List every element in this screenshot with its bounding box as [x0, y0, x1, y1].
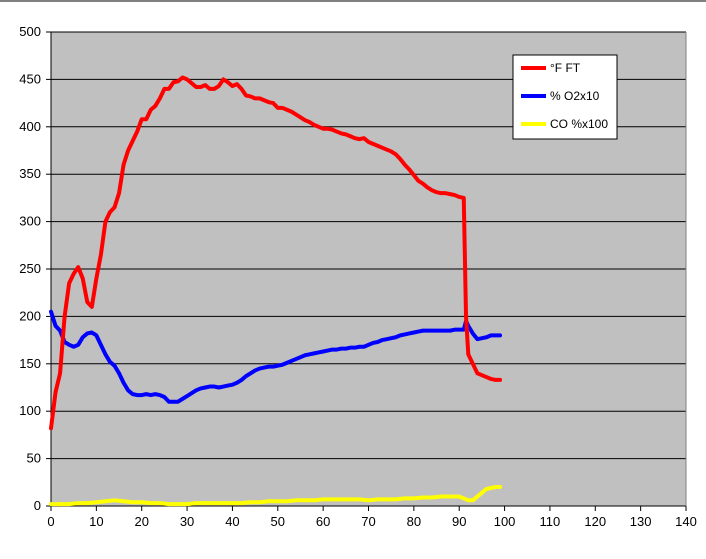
x-tick-label: 110: [540, 514, 561, 529]
x-tick-label: 80: [407, 514, 421, 529]
series-line-3: [49, 485, 503, 507]
x-tick-label: 60: [316, 514, 330, 529]
gridlines: [51, 31, 686, 507]
y-tick-label: 100: [19, 403, 41, 418]
x-tick-label: 140: [675, 514, 697, 529]
y-tick-label: 500: [19, 24, 41, 39]
series-line-1: [49, 75, 503, 431]
x-tick-label: 90: [452, 514, 466, 529]
y-tick-label: 250: [19, 261, 41, 276]
x-tick-label: 30: [180, 514, 194, 529]
legend: °F FT % O2x10 CO %x100: [512, 54, 618, 140]
x-tick-label: 120: [584, 514, 606, 529]
x-tick-label: 130: [630, 514, 652, 529]
legend-entry-label: CO %x100: [550, 117, 608, 131]
y-tick-label: 200: [19, 308, 41, 323]
x-tick-label: 10: [89, 514, 103, 529]
axes: 0 50 100 150 200 250 300 350 400 450 500 0 10 20 30 40 5…: [19, 24, 697, 529]
y-tick-label: 400: [19, 119, 41, 134]
y-tick-label: 150: [19, 356, 41, 371]
x-tick-label: 40: [225, 514, 239, 529]
x-tick-label: 100: [494, 514, 516, 529]
y-tick-label: 300: [19, 214, 41, 229]
x-tick-label: 70: [361, 514, 375, 529]
x-tick-label: 0: [47, 514, 54, 529]
x-tick-label: 50: [271, 514, 285, 529]
legend-entry-label: °F FT: [550, 61, 581, 75]
x-tick-label: 20: [134, 514, 148, 529]
y-tick-label: 350: [19, 166, 41, 181]
legend-entry-label: % O2x10: [550, 89, 600, 103]
series-layer: [49, 75, 503, 507]
y-tick-label: 450: [19, 71, 41, 86]
series-line-2: [49, 309, 503, 404]
y-tick-label: 50: [27, 451, 41, 466]
y-tick-label: 0: [34, 498, 41, 513]
